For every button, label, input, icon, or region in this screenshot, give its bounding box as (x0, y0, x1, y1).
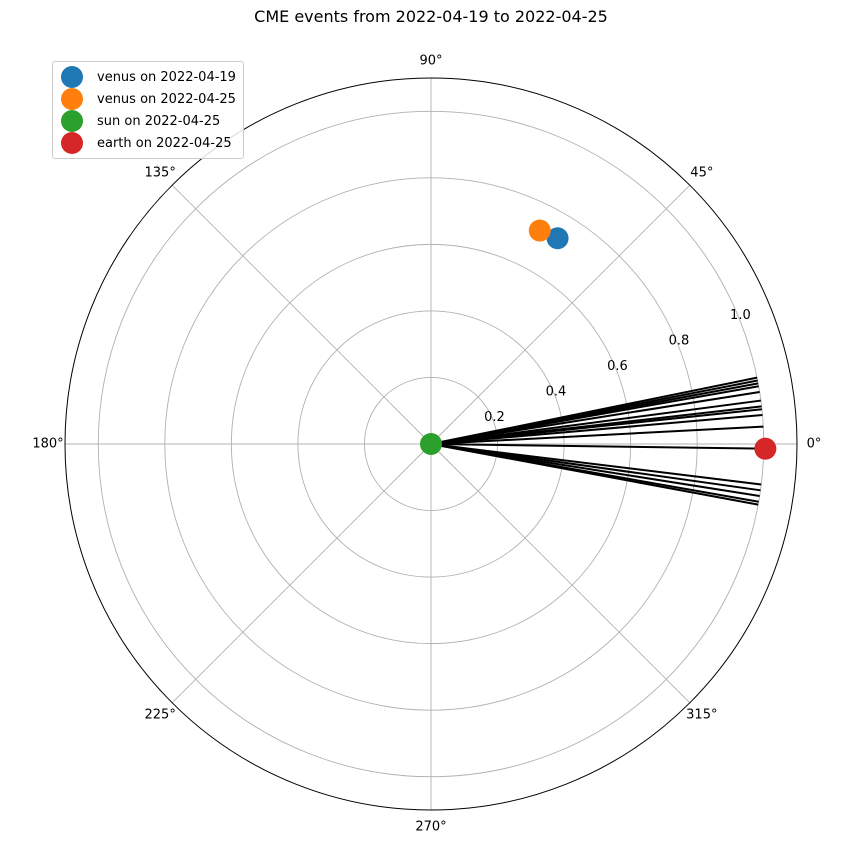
legend-marker (61, 132, 83, 154)
legend-marker (61, 66, 83, 88)
data-point (420, 433, 442, 455)
data-point (528, 219, 551, 242)
legend-item: venus on 2022-04-19 (61, 66, 236, 88)
r-tick-label: 1.0 (730, 308, 751, 323)
r-tick-label: 0.8 (669, 334, 690, 349)
r-tick-label: 0.4 (546, 385, 567, 400)
cme-line (430, 443, 764, 450)
legend-label: venus on 2022-04-19 (97, 69, 236, 85)
cme-line (430, 425, 764, 445)
cme-line (430, 414, 763, 445)
legend: venus on 2022-04-19 venus on 2022-04-25 su… (52, 61, 244, 159)
theta-tick-label: 135° (145, 166, 176, 181)
legend-label: sun on 2022-04-25 (97, 113, 221, 129)
theta-tick-label: 315° (686, 707, 717, 722)
cme-line (430, 390, 760, 445)
legend-item: earth on 2022-04-25 (61, 132, 236, 154)
legend-item: venus on 2022-04-25 (61, 88, 236, 110)
r-tick-label: 0.6 (607, 359, 628, 374)
r-tick-label: 0.2 (484, 410, 505, 425)
theta-tick-label: 45° (690, 166, 713, 181)
theta-grid-line (171, 443, 432, 704)
legend-marker (61, 110, 83, 132)
theta-tick-label: 180° (32, 437, 63, 452)
theta-tick-label: 0° (807, 437, 822, 452)
legend-item: sun on 2022-04-25 (61, 110, 236, 132)
legend-marker (61, 88, 83, 110)
theta-tick-label: 225° (145, 707, 176, 722)
theta-grid-line (430, 184, 691, 445)
polar-frame (64, 77, 798, 811)
theta-grid-line (171, 184, 432, 445)
cme-line (430, 443, 759, 506)
chart-title: CME events from 2022-04-19 to 2022-04-25 (254, 7, 608, 26)
data-point (754, 437, 777, 460)
legend-label: venus on 2022-04-25 (97, 91, 236, 107)
legend-label: earth on 2022-04-25 (97, 135, 232, 151)
theta-tick-label: 270° (415, 820, 446, 835)
data-point (546, 227, 569, 250)
theta-tick-label: 90° (419, 54, 442, 69)
theta-grid-line (430, 443, 691, 704)
